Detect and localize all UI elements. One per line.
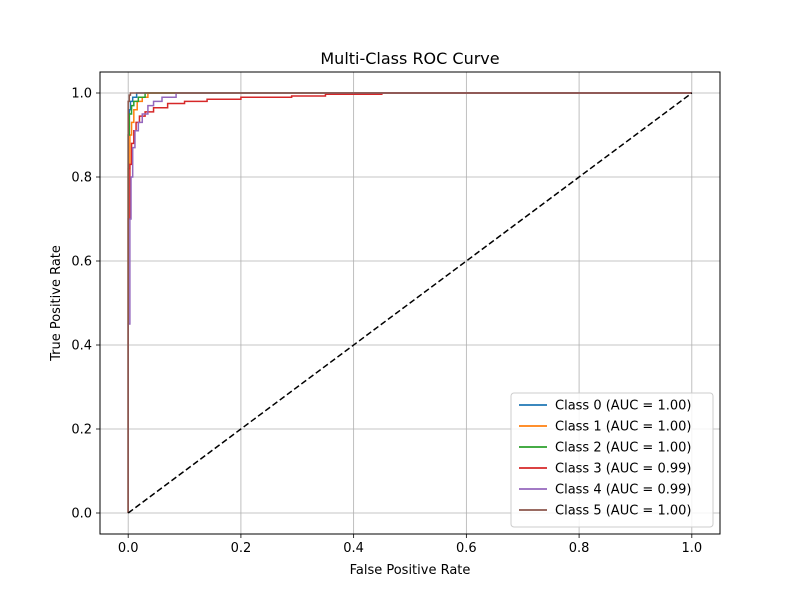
y-tick-label: 0.4 — [71, 339, 92, 354]
y-tick-label: 0.6 — [71, 255, 92, 270]
roc-line-class-4 — [127, 92, 692, 513]
grid-lines — [100, 72, 720, 534]
x-tick-label: 0.0 — [118, 541, 139, 556]
x-tick-label: 0.6 — [456, 541, 477, 556]
legend-label-class-3: Class 3 (AUC = 0.99) — [555, 462, 691, 477]
series-lines — [127, 92, 693, 514]
legend-box — [510, 392, 714, 528]
legend: Class 0 (AUC = 1.00) Class 1 (AUC = 1.00)… — [510, 392, 714, 528]
legend-label-class-5: Class 5 (AUC = 1.00) — [555, 504, 691, 519]
y-tick-label: 0.2 — [71, 423, 92, 438]
legend-label-class-0: Class 0 (AUC = 1.00) — [555, 399, 691, 414]
y-tick-label: 0.8 — [71, 171, 92, 186]
roc-line-class-1 — [127, 92, 692, 513]
y-tick-label: 1.0 — [71, 87, 92, 102]
chart-title: Multi-Class ROC Curve — [320, 49, 499, 68]
legend-label-class-4: Class 4 (AUC = 0.99) — [555, 483, 691, 498]
legend-label-class-2: Class 2 (AUC = 1.00) — [555, 441, 691, 456]
roc-line-class-3 — [127, 92, 692, 513]
x-tick-label: 1.0 — [681, 541, 702, 556]
roc-line-class-2 — [127, 92, 692, 513]
random-classifier-line — [127, 92, 693, 514]
legend-label-class-1: Class 1 (AUC = 1.00) — [555, 420, 691, 435]
x-tick-label: 0.8 — [569, 541, 590, 556]
roc-line-class-5 — [127, 92, 692, 513]
plot-area-frame — [99, 71, 721, 535]
y-axis-label: True Positive Rate — [49, 245, 64, 362]
x-axis-label: False Positive Rate — [350, 563, 471, 578]
axis-ticks: 0.0 0.2 0.4 0.6 0.8 1.0 0.0 0.2 0.4 0.6 0.8 1.0 — [71, 87, 702, 557]
y-tick-label: 0.0 — [71, 507, 92, 522]
x-tick-label: 0.4 — [343, 541, 364, 556]
x-tick-label: 0.2 — [231, 541, 252, 556]
